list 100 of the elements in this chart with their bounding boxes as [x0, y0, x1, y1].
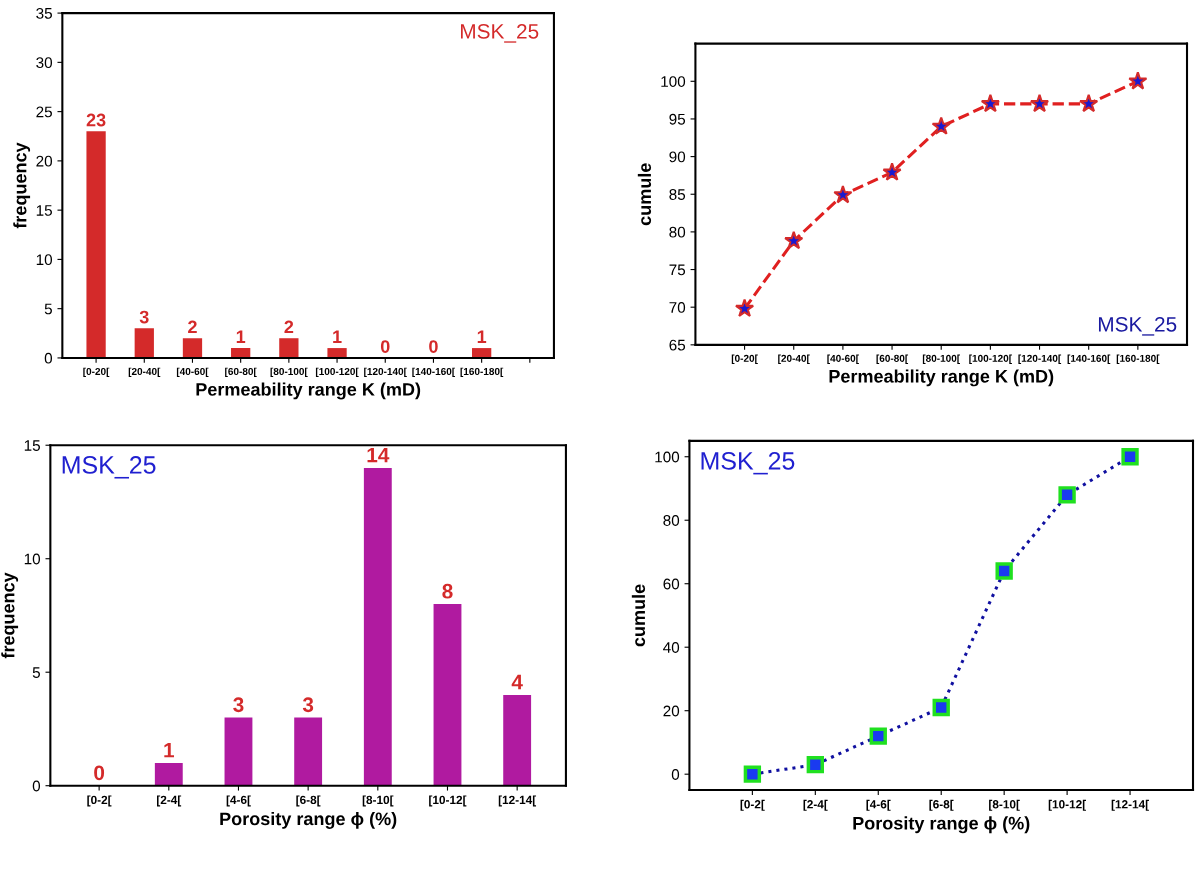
y-tick-label: 100 — [661, 76, 686, 87]
data-label: 3 — [302, 697, 314, 713]
y-tick-label: 5 — [44, 303, 52, 315]
x-tick-label: [10-12[ — [1048, 799, 1086, 811]
point — [1029, 93, 1050, 113]
point — [1079, 93, 1099, 113]
x-tick-label: [4-6[ — [226, 795, 251, 807]
x-tick-label: [12-14[ — [1111, 799, 1149, 811]
x-tick-label: [20-40[ — [128, 367, 161, 377]
x-tick-label: [100-120[ — [969, 354, 1012, 364]
bar — [224, 717, 253, 786]
y-tick-label: 80 — [663, 515, 680, 526]
data-label: 23 — [86, 113, 106, 127]
y-tick-label: 15 — [24, 440, 40, 451]
y-tick-label: 15 — [36, 205, 52, 216]
y-tick-label: 0 — [671, 769, 680, 780]
x-tick-label: [160-180[ — [1116, 354, 1160, 364]
y-tick-label: 10 — [24, 553, 41, 565]
x-tick-label: [80-100[ — [922, 354, 960, 364]
y-tick-label: 40 — [663, 642, 680, 653]
x-tick-label: [160-180[ — [460, 367, 504, 377]
y-tick-label: 90 — [669, 151, 686, 163]
x-tick-label: [6-8[ — [296, 795, 321, 807]
annotation: MSK_25 — [461, 23, 539, 43]
x-tick-label: [80-100[ — [270, 367, 308, 377]
data-label: 1 — [164, 742, 175, 758]
data-label: 4 — [511, 674, 523, 690]
y-tick-label: 85 — [669, 189, 686, 200]
y-tick-label: 30 — [36, 57, 53, 69]
x-tick-label: [2-4[ — [157, 795, 182, 807]
x-tick-label: [10-12[ — [429, 795, 467, 807]
data-label: 3 — [139, 310, 149, 324]
point — [1128, 71, 1148, 90]
y-tick-label: 20 — [663, 705, 680, 717]
bar — [363, 467, 392, 786]
data-label: 14 — [367, 447, 390, 463]
y-axis-title: cumule — [637, 163, 652, 226]
point — [784, 230, 804, 250]
data-label: 0 — [429, 340, 438, 353]
point — [980, 93, 1000, 113]
data-label: 0 — [94, 765, 105, 781]
x-axis-title: Porosity range ϕ (%) — [853, 816, 1030, 834]
x-axis-title: Porosity range ϕ (%) — [220, 811, 397, 829]
bar — [279, 338, 299, 358]
bar — [433, 604, 462, 786]
y-tick-label: 35 — [36, 7, 52, 19]
data-label: 8 — [442, 583, 453, 599]
y-axis-title: frequency — [1, 572, 19, 659]
bar — [294, 717, 323, 786]
data-label: 0 — [380, 340, 390, 353]
point — [931, 116, 951, 135]
x-tick-label: [12-14[ — [498, 795, 537, 807]
x-axis-title: Permeability range K (mD) — [196, 382, 421, 400]
y-tick-label: 0 — [32, 780, 41, 792]
data-label: 1 — [236, 330, 246, 343]
y-tick-label: 5 — [32, 667, 40, 678]
x-tick-label: [140-160[ — [1067, 354, 1111, 364]
data-label: 1 — [477, 330, 487, 343]
x-tick-label: [4-6[ — [866, 799, 891, 811]
bar — [86, 131, 106, 358]
x-tick-label: [60-80[ — [876, 354, 909, 364]
x-tick-label: [140-160[ — [412, 367, 456, 377]
y-axis-title: cumule — [631, 584, 646, 647]
point — [734, 298, 755, 318]
point — [882, 162, 902, 181]
y-tick-label: 100 — [655, 451, 680, 463]
data-label: 3 — [233, 697, 244, 713]
x-tick-label: [100-120[ — [315, 367, 359, 377]
y-tick-label: 75 — [669, 264, 686, 276]
x-tick-label: [0-20[ — [731, 354, 758, 364]
x-tick-label: [20-40[ — [778, 354, 810, 364]
bar — [327, 348, 347, 358]
y-tick-label: 65 — [669, 339, 686, 351]
x-tick-label: [0-2[ — [740, 799, 765, 811]
x-tick-label: [8-10[ — [362, 795, 394, 807]
bar — [503, 694, 532, 786]
x-tick-label: [120-140[ — [1018, 354, 1062, 364]
data-label: 2 — [284, 320, 294, 334]
x-tick-label: [2-4[ — [803, 799, 828, 811]
data-label: 2 — [188, 320, 197, 334]
x-axis-title: Permeability range K (mD) — [829, 369, 1054, 387]
x-tick-label: [6-8[ — [929, 799, 954, 811]
annotation: MSK_25 — [1098, 316, 1177, 336]
y-tick-label: 20 — [36, 155, 53, 167]
bar — [231, 348, 251, 358]
annotation: MSK_25 — [701, 452, 795, 475]
y-tick-label: 60 — [663, 578, 680, 590]
x-tick-label: [8-10[ — [989, 799, 1020, 811]
x-tick-label: [60-80[ — [225, 367, 257, 377]
bar — [472, 348, 492, 358]
y-tick-label: 10 — [36, 254, 53, 266]
point — [833, 184, 853, 204]
x-tick-label: [120-140[ — [364, 367, 407, 377]
annotation: MSK_25 — [62, 456, 156, 479]
y-tick-label: 70 — [669, 302, 686, 313]
x-tick-label: [0-20[ — [83, 367, 110, 377]
x-tick-label: [40-60[ — [176, 367, 209, 377]
bar — [134, 328, 154, 358]
y-tick-label: 0 — [44, 352, 53, 364]
y-tick-label: 80 — [669, 226, 686, 238]
